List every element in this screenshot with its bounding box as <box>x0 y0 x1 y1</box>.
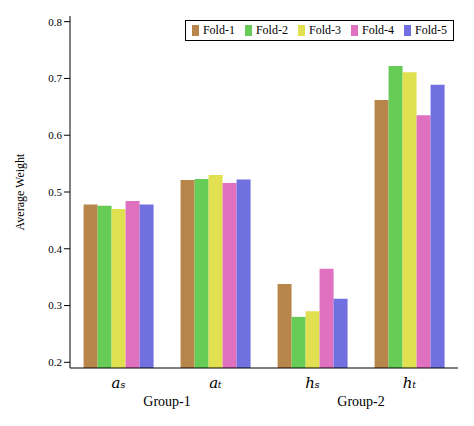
svg-text:0.2: 0.2 <box>48 356 62 368</box>
html-text:Fold-5: Fold-5 <box>415 23 447 37</box>
svg-text:aₛ: aₛ <box>112 374 126 392</box>
html-text:Fold-3: Fold-3 <box>309 23 341 37</box>
svg-text:0.6: 0.6 <box>48 129 62 141</box>
svg-text:Average Weight: Average Weight <box>13 153 27 231</box>
svg-text:hₜ: hₜ <box>403 374 417 392</box>
svg-text:0.5: 0.5 <box>48 186 62 198</box>
svg-text:aₜ: aₜ <box>209 374 222 392</box>
svg-text:0.8: 0.8 <box>48 16 62 28</box>
svg-text:hₛ: hₛ <box>305 374 320 392</box>
html-text:Fold-2: Fold-2 <box>255 23 288 37</box>
svg-text:0.3: 0.3 <box>48 299 62 311</box>
html-text:Fold-4: Fold-4 <box>362 23 394 37</box>
svg-text:0.4: 0.4 <box>48 243 62 255</box>
svg-text:Group-2: Group-2 <box>337 394 384 409</box>
svg-text:0.7: 0.7 <box>48 72 62 84</box>
html-text:Fold-1: Fold-1 <box>202 23 235 37</box>
svg-text:Group-1: Group-1 <box>143 394 190 409</box>
